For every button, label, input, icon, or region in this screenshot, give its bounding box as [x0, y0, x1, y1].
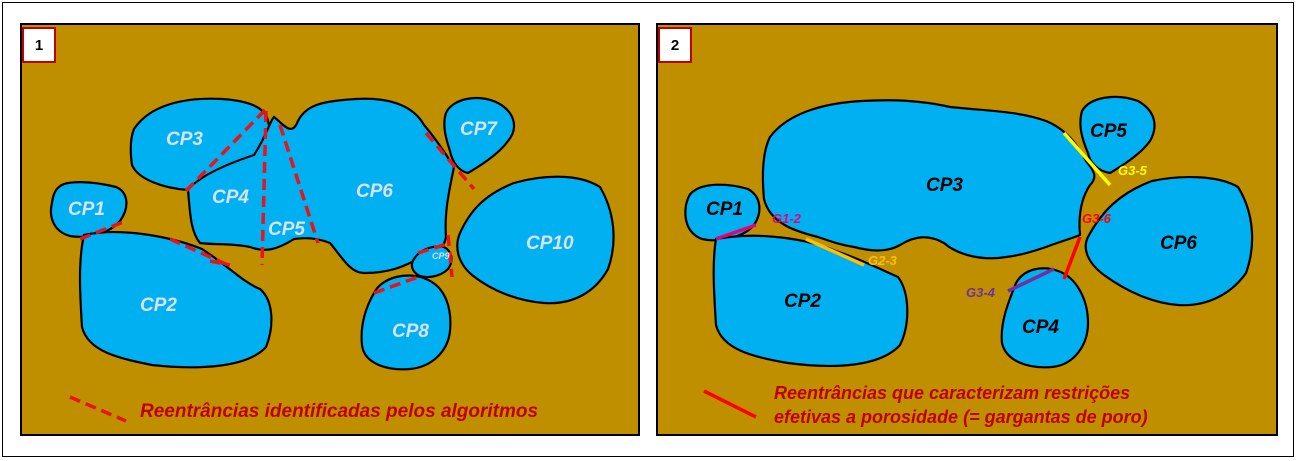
throat-g3-4	[1007, 267, 1055, 293]
pore-cp3	[761, 99, 1096, 260]
pore-cp5	[1079, 95, 1156, 175]
throat-g3-5	[1062, 131, 1112, 187]
label-cp5: CP5	[268, 219, 305, 240]
panel-1-algorithm-reentrances: CP1 CP2 CP3 CP4 CP5 CP6 CP7 CP8 CP9 CP10…	[20, 23, 640, 436]
label-cp9: CP9	[432, 251, 450, 261]
panel-1-diagram: CP1 CP2 CP3 CP4 CP5 CP6 CP7 CP8 CP9 CP10…	[49, 96, 615, 423]
label-cp4: CP4	[1022, 317, 1059, 338]
legend-solid-line-icon	[703, 389, 757, 419]
throat-g1-2	[715, 223, 757, 241]
panel-number-1: 1	[22, 27, 56, 63]
pore-cp10	[456, 175, 615, 305]
label-g3-5: G3-5	[1118, 163, 1148, 178]
panel-number-2: 2	[658, 27, 692, 63]
throat-g3-6	[1062, 236, 1082, 280]
label-cp3: CP3	[166, 129, 203, 150]
label-cp10: CP10	[526, 233, 574, 254]
dashed-reentrance-lines	[79, 105, 476, 295]
label-cp3: CP3	[926, 175, 963, 196]
panel-2-effective-throats: G1-2 G2-3 G3-5 G3-6 G3-4 CP1 CP2 CP3 CP4…	[656, 23, 1278, 436]
label-cp8: CP8	[392, 321, 429, 342]
label-g2-3: G2-3	[868, 253, 898, 268]
panel-2-diagram: G1-2 G2-3 G3-5 G3-6 G3-4 CP1 CP2 CP3 CP4…	[684, 95, 1254, 427]
legend-text-panel-1: Reentrâncias identificadas pelos algorit…	[140, 401, 538, 422]
legend-text-line-1: Reentrâncias que caracterizam restrições	[774, 383, 1130, 403]
label-cp4: CP4	[212, 187, 249, 208]
pore-cp6	[1084, 175, 1254, 307]
legend-text-line-2: efetivas a porosidade (= gargantas de po…	[774, 407, 1148, 427]
pore-cp4	[1000, 267, 1090, 369]
label-g3-6: G3-6	[1082, 211, 1112, 226]
label-g3-4: G3-4	[966, 285, 996, 300]
pore-cp7	[443, 96, 516, 175]
label-cp1: CP1	[68, 199, 105, 220]
label-cp6: CP6	[1160, 233, 1197, 254]
label-cp6: CP6	[356, 181, 393, 202]
throat-g2-3	[805, 237, 865, 267]
legend-dashed-line-icon	[69, 395, 127, 423]
label-cp1: CP1	[706, 199, 743, 220]
label-g1-2: G1-2	[772, 211, 802, 226]
pore-cp4-cp5-cp6	[186, 97, 456, 275]
label-cp2: CP2	[784, 291, 821, 312]
label-cp2: CP2	[140, 295, 177, 316]
label-cp7: CP7	[460, 119, 498, 140]
pore-cp2	[78, 231, 273, 369]
label-cp5: CP5	[1090, 121, 1127, 142]
